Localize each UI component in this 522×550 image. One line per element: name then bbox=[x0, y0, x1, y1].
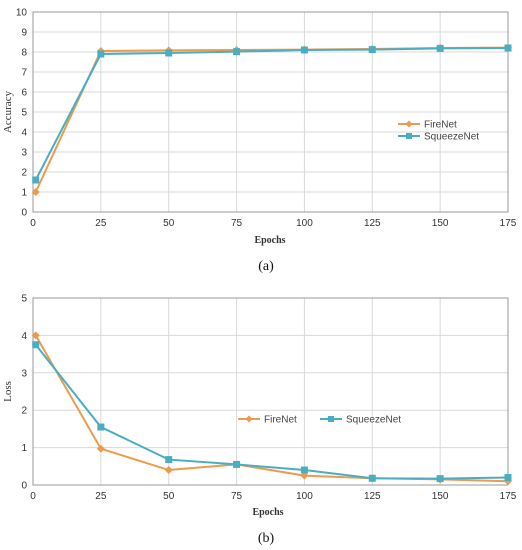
accuracy-point-squeezenet bbox=[233, 48, 241, 56]
loss-x-tick-label: 50 bbox=[163, 491, 175, 502]
accuracy-caption: (a) bbox=[258, 259, 274, 274]
loss-point-firenet bbox=[300, 471, 309, 480]
accuracy-x-axis-label: Epochs bbox=[254, 235, 285, 246]
accuracy-y-tick-label: 7 bbox=[21, 68, 27, 79]
accuracy-point-squeezenet bbox=[504, 44, 512, 52]
loss-legend-label-firenet: FireNet bbox=[264, 415, 297, 426]
loss-x-axis-label: Epochs bbox=[252, 507, 283, 518]
loss-plot-frame bbox=[32, 297, 509, 486]
loss-x-tick-label: 25 bbox=[95, 491, 107, 502]
loss-x-tick-label: 0 bbox=[30, 491, 36, 502]
loss-caption: (b) bbox=[258, 531, 275, 546]
accuracy-y-tick-label: 1 bbox=[21, 188, 27, 199]
loss-x-tick-label: 100 bbox=[296, 491, 313, 502]
accuracy-legend-marker-firenet bbox=[405, 120, 413, 128]
accuracy-y-tick-label: 6 bbox=[21, 88, 27, 99]
loss-y-axis-label: Loss bbox=[2, 381, 14, 402]
accuracy-y-tick-label: 0 bbox=[21, 208, 27, 219]
loss-point-squeezenet bbox=[368, 474, 376, 482]
accuracy-y-tick-label: 8 bbox=[21, 48, 27, 59]
accuracy-legend-label-firenet: FireNet bbox=[424, 120, 457, 131]
accuracy-y-tick-label: 3 bbox=[21, 148, 27, 159]
loss-x-tick-label: 125 bbox=[364, 491, 381, 502]
accuracy-legend-label-squeezenet: SqueezeNet bbox=[424, 132, 479, 143]
loss-legend-marker-squeezenet bbox=[328, 416, 334, 422]
loss-legend-marker-firenet bbox=[245, 415, 253, 423]
loss-point-squeezenet bbox=[165, 456, 173, 464]
loss-x-tick-label: 175 bbox=[500, 491, 517, 502]
accuracy-x-tick-label: 25 bbox=[95, 218, 107, 229]
loss-point-squeezenet bbox=[436, 475, 444, 483]
accuracy-x-tick-label: 50 bbox=[163, 218, 175, 229]
accuracy-point-firenet bbox=[31, 188, 40, 196]
loss-series-line-squeezenet bbox=[34, 344, 509, 480]
loss-point-firenet bbox=[164, 466, 173, 475]
loss-point-squeezenet bbox=[97, 423, 105, 431]
accuracy-x-tick-label: 125 bbox=[364, 218, 381, 229]
loss-y-tick-label: 0 bbox=[21, 481, 27, 492]
loss-series-line-firenet bbox=[34, 334, 509, 483]
loss-y-tick-label: 4 bbox=[21, 331, 27, 342]
loss-point-squeezenet bbox=[32, 341, 40, 349]
accuracy-point-squeezenet bbox=[165, 49, 173, 57]
accuracy-point-squeezenet bbox=[300, 46, 308, 54]
accuracy-y-tick-label: 5 bbox=[21, 108, 27, 119]
loss-point-squeezenet bbox=[300, 466, 308, 474]
accuracy-point-squeezenet bbox=[436, 44, 444, 52]
accuracy-y-axis-label: Accuracy bbox=[2, 90, 14, 133]
accuracy-point-squeezenet bbox=[368, 46, 376, 54]
loss-y-tick-label: 1 bbox=[21, 443, 27, 454]
accuracy-legend-marker-squeezenet bbox=[406, 133, 412, 139]
accuracy-y-tick-label: 2 bbox=[21, 168, 27, 179]
loss-y-tick-label: 3 bbox=[21, 368, 27, 379]
loss-x-tick-label: 150 bbox=[432, 491, 449, 502]
loss-point-firenet bbox=[31, 331, 40, 340]
accuracy-y-tick-label: 10 bbox=[16, 8, 28, 19]
loss-legend-label-squeezenet: SqueezeNet bbox=[346, 415, 401, 426]
loss-x-tick-label: 75 bbox=[231, 491, 243, 502]
accuracy-plot-frame bbox=[32, 11, 509, 213]
accuracy-x-tick-label: 175 bbox=[500, 218, 517, 229]
accuracy-x-tick-label: 0 bbox=[30, 218, 36, 229]
accuracy-x-tick-label: 150 bbox=[432, 218, 449, 229]
loss-point-squeezenet bbox=[233, 460, 241, 468]
loss-y-tick-label: 2 bbox=[21, 406, 27, 417]
accuracy-y-tick-label: 4 bbox=[21, 128, 27, 139]
accuracy-y-tick-label: 9 bbox=[21, 28, 27, 39]
loss-y-tick-label: 5 bbox=[21, 294, 27, 305]
accuracy-x-tick-label: 75 bbox=[231, 218, 243, 229]
accuracy-series-line-squeezenet bbox=[34, 47, 509, 181]
loss-point-squeezenet bbox=[504, 474, 512, 482]
loss-point-firenet bbox=[96, 444, 105, 453]
accuracy-point-squeezenet bbox=[32, 176, 40, 184]
accuracy-point-squeezenet bbox=[97, 50, 105, 58]
accuracy-x-tick-label: 100 bbox=[296, 218, 313, 229]
